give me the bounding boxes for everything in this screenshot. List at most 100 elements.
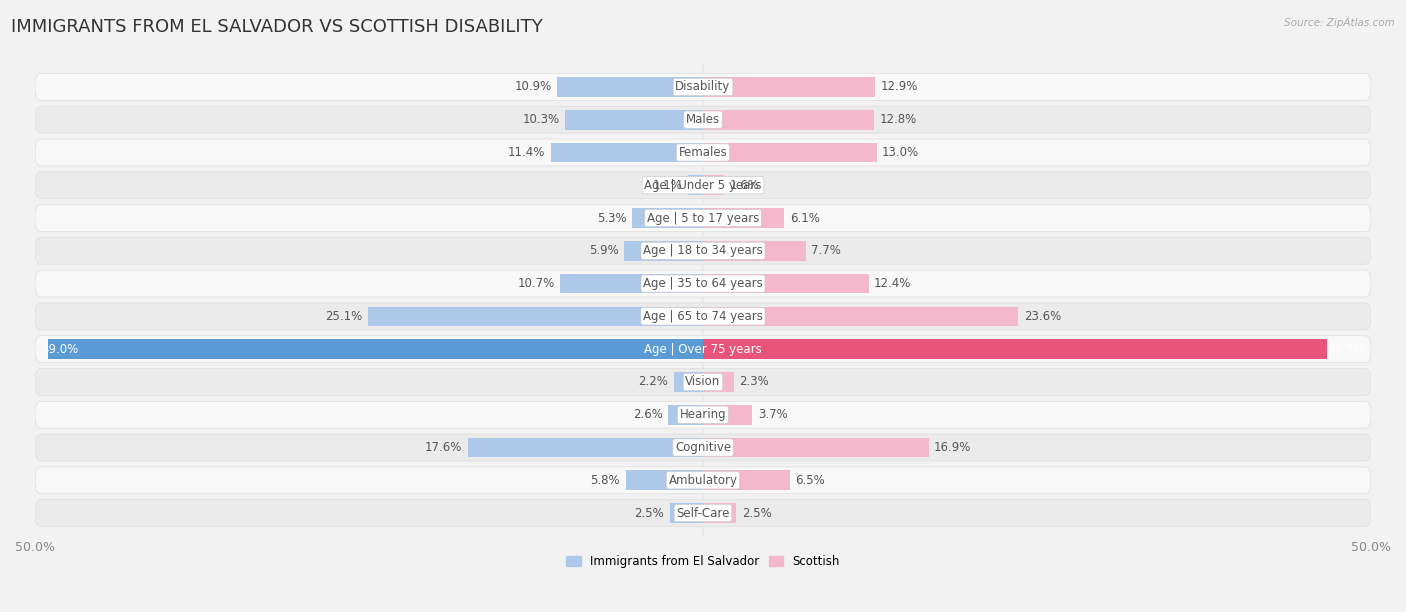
Text: 13.0%: 13.0%	[882, 146, 920, 159]
Text: Self-Care: Self-Care	[676, 507, 730, 520]
Bar	[703, 274, 869, 293]
FancyBboxPatch shape	[35, 270, 1371, 297]
Text: 1.6%: 1.6%	[730, 179, 759, 192]
Text: Age | 18 to 34 years: Age | 18 to 34 years	[643, 244, 763, 257]
Bar	[624, 241, 703, 261]
Text: 5.9%: 5.9%	[589, 244, 619, 257]
Bar	[703, 143, 877, 162]
Text: 11.4%: 11.4%	[508, 146, 546, 159]
Text: 6.1%: 6.1%	[790, 212, 820, 225]
FancyBboxPatch shape	[35, 434, 1371, 461]
Text: IMMIGRANTS FROM EL SALVADOR VS SCOTTISH DISABILITY: IMMIGRANTS FROM EL SALVADOR VS SCOTTISH …	[11, 18, 543, 36]
Text: 12.8%: 12.8%	[879, 113, 917, 126]
Bar	[626, 471, 703, 490]
Text: 5.8%: 5.8%	[591, 474, 620, 487]
Bar	[703, 307, 1018, 326]
Text: Age | Over 75 years: Age | Over 75 years	[644, 343, 762, 356]
Text: 2.2%: 2.2%	[638, 375, 668, 389]
Text: 10.9%: 10.9%	[515, 80, 553, 94]
Text: Cognitive: Cognitive	[675, 441, 731, 454]
Text: 46.7%: 46.7%	[1327, 343, 1364, 356]
Bar	[703, 77, 876, 97]
Bar	[367, 307, 703, 326]
Bar	[557, 77, 703, 97]
Text: Vision: Vision	[685, 375, 721, 389]
FancyBboxPatch shape	[35, 237, 1371, 264]
Bar	[703, 372, 734, 392]
Text: 1.1%: 1.1%	[652, 179, 683, 192]
Bar	[668, 405, 703, 425]
FancyBboxPatch shape	[35, 139, 1371, 166]
Text: 49.0%: 49.0%	[42, 343, 79, 356]
Bar	[703, 176, 724, 195]
Bar	[468, 438, 703, 457]
Bar	[703, 438, 929, 457]
FancyBboxPatch shape	[35, 467, 1371, 494]
Text: 6.5%: 6.5%	[796, 474, 825, 487]
Text: Age | 5 to 17 years: Age | 5 to 17 years	[647, 212, 759, 225]
FancyBboxPatch shape	[35, 368, 1371, 395]
Bar	[703, 339, 1327, 359]
Text: Disability: Disability	[675, 80, 731, 94]
Text: 2.3%: 2.3%	[740, 375, 769, 389]
Text: Hearing: Hearing	[679, 408, 727, 421]
Text: Age | Under 5 years: Age | Under 5 years	[644, 179, 762, 192]
Text: Source: ZipAtlas.com: Source: ZipAtlas.com	[1284, 18, 1395, 28]
FancyBboxPatch shape	[35, 401, 1371, 428]
Text: 25.1%: 25.1%	[325, 310, 363, 323]
Text: Females: Females	[679, 146, 727, 159]
FancyBboxPatch shape	[35, 499, 1371, 526]
Bar	[560, 274, 703, 293]
Bar	[673, 372, 703, 392]
Text: 2.5%: 2.5%	[634, 507, 664, 520]
Text: Vision: Vision	[685, 375, 721, 389]
Bar	[703, 208, 785, 228]
Text: Age | 5 to 17 years: Age | 5 to 17 years	[647, 212, 759, 225]
Text: Disability: Disability	[675, 80, 731, 94]
FancyBboxPatch shape	[35, 303, 1371, 330]
Text: Self-Care: Self-Care	[676, 507, 730, 520]
Text: Age | 65 to 74 years: Age | 65 to 74 years	[643, 310, 763, 323]
Text: 3.7%: 3.7%	[758, 408, 787, 421]
Legend: Immigrants from El Salvador, Scottish: Immigrants from El Salvador, Scottish	[561, 550, 845, 573]
FancyBboxPatch shape	[35, 106, 1371, 133]
Bar	[703, 241, 806, 261]
Text: Males: Males	[686, 113, 720, 126]
Text: 16.9%: 16.9%	[934, 441, 972, 454]
Bar	[565, 110, 703, 130]
FancyBboxPatch shape	[35, 204, 1371, 231]
Bar	[633, 208, 703, 228]
Text: 23.6%: 23.6%	[1024, 310, 1062, 323]
Text: Age | 35 to 64 years: Age | 35 to 64 years	[643, 277, 763, 290]
Text: 12.4%: 12.4%	[875, 277, 911, 290]
Text: Age | 35 to 64 years: Age | 35 to 64 years	[643, 277, 763, 290]
Text: 2.6%: 2.6%	[633, 408, 662, 421]
Text: 10.7%: 10.7%	[517, 277, 555, 290]
Text: Ambulatory: Ambulatory	[668, 474, 738, 487]
Text: 2.5%: 2.5%	[742, 507, 772, 520]
Text: Age | 65 to 74 years: Age | 65 to 74 years	[643, 310, 763, 323]
Bar	[689, 176, 703, 195]
Text: 12.9%: 12.9%	[880, 80, 918, 94]
Bar	[551, 143, 703, 162]
Text: Hearing: Hearing	[679, 408, 727, 421]
Text: 17.6%: 17.6%	[425, 441, 463, 454]
Bar	[703, 405, 752, 425]
FancyBboxPatch shape	[35, 336, 1371, 362]
Text: Age | 18 to 34 years: Age | 18 to 34 years	[643, 244, 763, 257]
Text: 7.7%: 7.7%	[811, 244, 841, 257]
Text: Ambulatory: Ambulatory	[668, 474, 738, 487]
Bar	[703, 471, 790, 490]
Text: Age | Under 5 years: Age | Under 5 years	[644, 179, 762, 192]
FancyBboxPatch shape	[35, 73, 1371, 100]
Bar	[703, 503, 737, 523]
Text: Cognitive: Cognitive	[675, 441, 731, 454]
Bar	[669, 503, 703, 523]
Text: Females: Females	[679, 146, 727, 159]
FancyBboxPatch shape	[35, 172, 1371, 199]
Text: 5.3%: 5.3%	[598, 212, 627, 225]
Text: Males: Males	[686, 113, 720, 126]
Bar	[48, 339, 703, 359]
Text: 10.3%: 10.3%	[523, 113, 560, 126]
Bar	[703, 110, 875, 130]
